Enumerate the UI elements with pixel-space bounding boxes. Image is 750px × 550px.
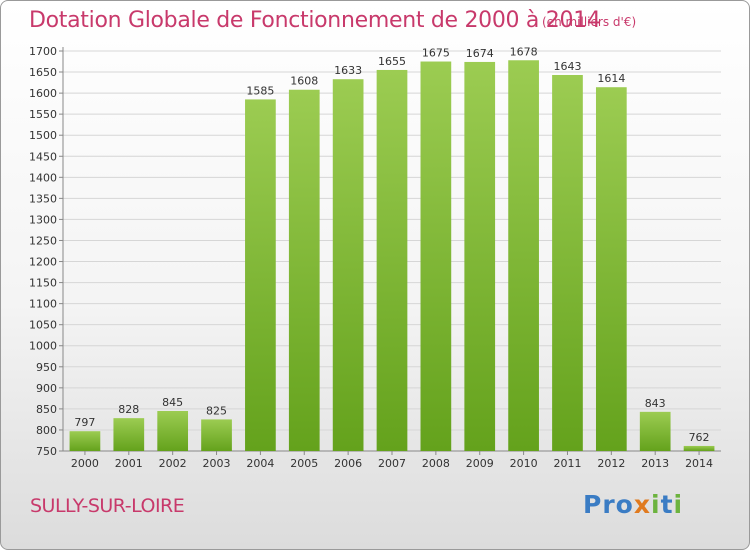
bar (201, 419, 232, 451)
x-tick-label: 2013 (641, 457, 669, 470)
commune-name: SULLY-SUR-LOIRE (30, 495, 185, 517)
bar (420, 61, 452, 452)
y-tick-label: 1150 (29, 277, 57, 290)
bars (69, 60, 715, 452)
y-tick-label: 1400 (29, 171, 57, 184)
bar (288, 89, 320, 451)
y-tick-label: 1250 (29, 234, 57, 247)
y-tick-label: 1500 (29, 129, 57, 142)
x-tick-label: 2004 (246, 457, 274, 470)
y-tick-label: 1450 (29, 150, 57, 163)
y-tick-label: 1050 (29, 319, 57, 332)
x-tick-label: 2002 (159, 457, 187, 470)
y-tick-label: 1000 (29, 340, 57, 353)
y-tick-label: 1600 (29, 87, 57, 100)
bar-value-label: 1643 (553, 60, 581, 73)
bar (376, 69, 408, 452)
x-tick-label: 2011 (553, 457, 581, 470)
bar-value-label: 1585 (246, 84, 274, 97)
x-tick-label: 2008 (422, 457, 450, 470)
x-tick-label: 2003 (203, 457, 231, 470)
bar (683, 445, 715, 451)
x-tick-label: 2005 (290, 457, 318, 470)
logo-letter: i (651, 490, 661, 519)
x-tick-label: 2000 (71, 457, 99, 470)
labels: 797 2000 828 2001 845 2002 825 2003 1585 2004 1608… (71, 45, 713, 470)
bar-value-label: 797 (74, 416, 95, 429)
bar (552, 75, 583, 451)
bar (332, 79, 364, 452)
y-tick-label: 1700 (29, 45, 57, 58)
x-tick-label: 2010 (510, 457, 538, 470)
bar (69, 431, 101, 451)
chart-title: Dotation Globale de Fonctionnement de 20… (29, 8, 601, 33)
y-tick-label: 1650 (29, 66, 57, 79)
bar (595, 87, 627, 452)
bar-value-label: 828 (118, 403, 139, 416)
x-tick-label: 2006 (334, 457, 362, 470)
x-tick-label: 2014 (685, 457, 713, 470)
bar (157, 411, 189, 451)
bar-value-label: 762 (689, 431, 710, 444)
logo-letter: i (673, 490, 684, 519)
x-tick-label: 2001 (115, 457, 143, 470)
unit-note: (en milliers d'€) (542, 15, 637, 29)
bar (113, 418, 145, 451)
proxiti-logo: Proxiti (583, 490, 683, 519)
y-tick-label: 950 (36, 361, 57, 374)
bar (464, 61, 496, 452)
x-tick-label: 2007 (378, 457, 406, 470)
logo-letter: P (583, 490, 603, 519)
y-tick-label: 1350 (29, 192, 57, 205)
bar-value-label: 1608 (290, 75, 318, 88)
y-tick-label: 800 (36, 424, 57, 437)
bar-value-label: 1678 (510, 45, 538, 58)
bar-value-label: 1655 (378, 55, 406, 68)
bar-value-label: 843 (645, 397, 666, 410)
y-tick-label: 1550 (29, 108, 57, 121)
y-tick-label: 1100 (29, 298, 57, 311)
logo-letter: o (615, 490, 634, 519)
x-tick-label: 2012 (597, 457, 625, 470)
y-tick-label: 900 (36, 382, 57, 395)
bar-value-label: 825 (206, 404, 227, 417)
bar-value-label: 1614 (597, 72, 625, 85)
bar-value-label: 845 (162, 396, 183, 409)
logo-letter: r (602, 490, 616, 519)
bar-value-label: 1675 (422, 47, 450, 60)
x-tick-label: 2009 (466, 457, 494, 470)
y-tick-label: 1300 (29, 213, 57, 226)
bar (245, 99, 276, 451)
y-tick-label: 1200 (29, 256, 57, 269)
bar (639, 411, 671, 451)
bar-value-label: 1633 (334, 64, 362, 77)
logo-letter: t (660, 490, 674, 519)
y-tick-label: 850 (36, 403, 57, 416)
logo-letter: x (633, 490, 651, 519)
bar (508, 60, 539, 452)
bar-value-label: 1674 (466, 47, 494, 60)
y-tick-label: 750 (36, 445, 57, 458)
